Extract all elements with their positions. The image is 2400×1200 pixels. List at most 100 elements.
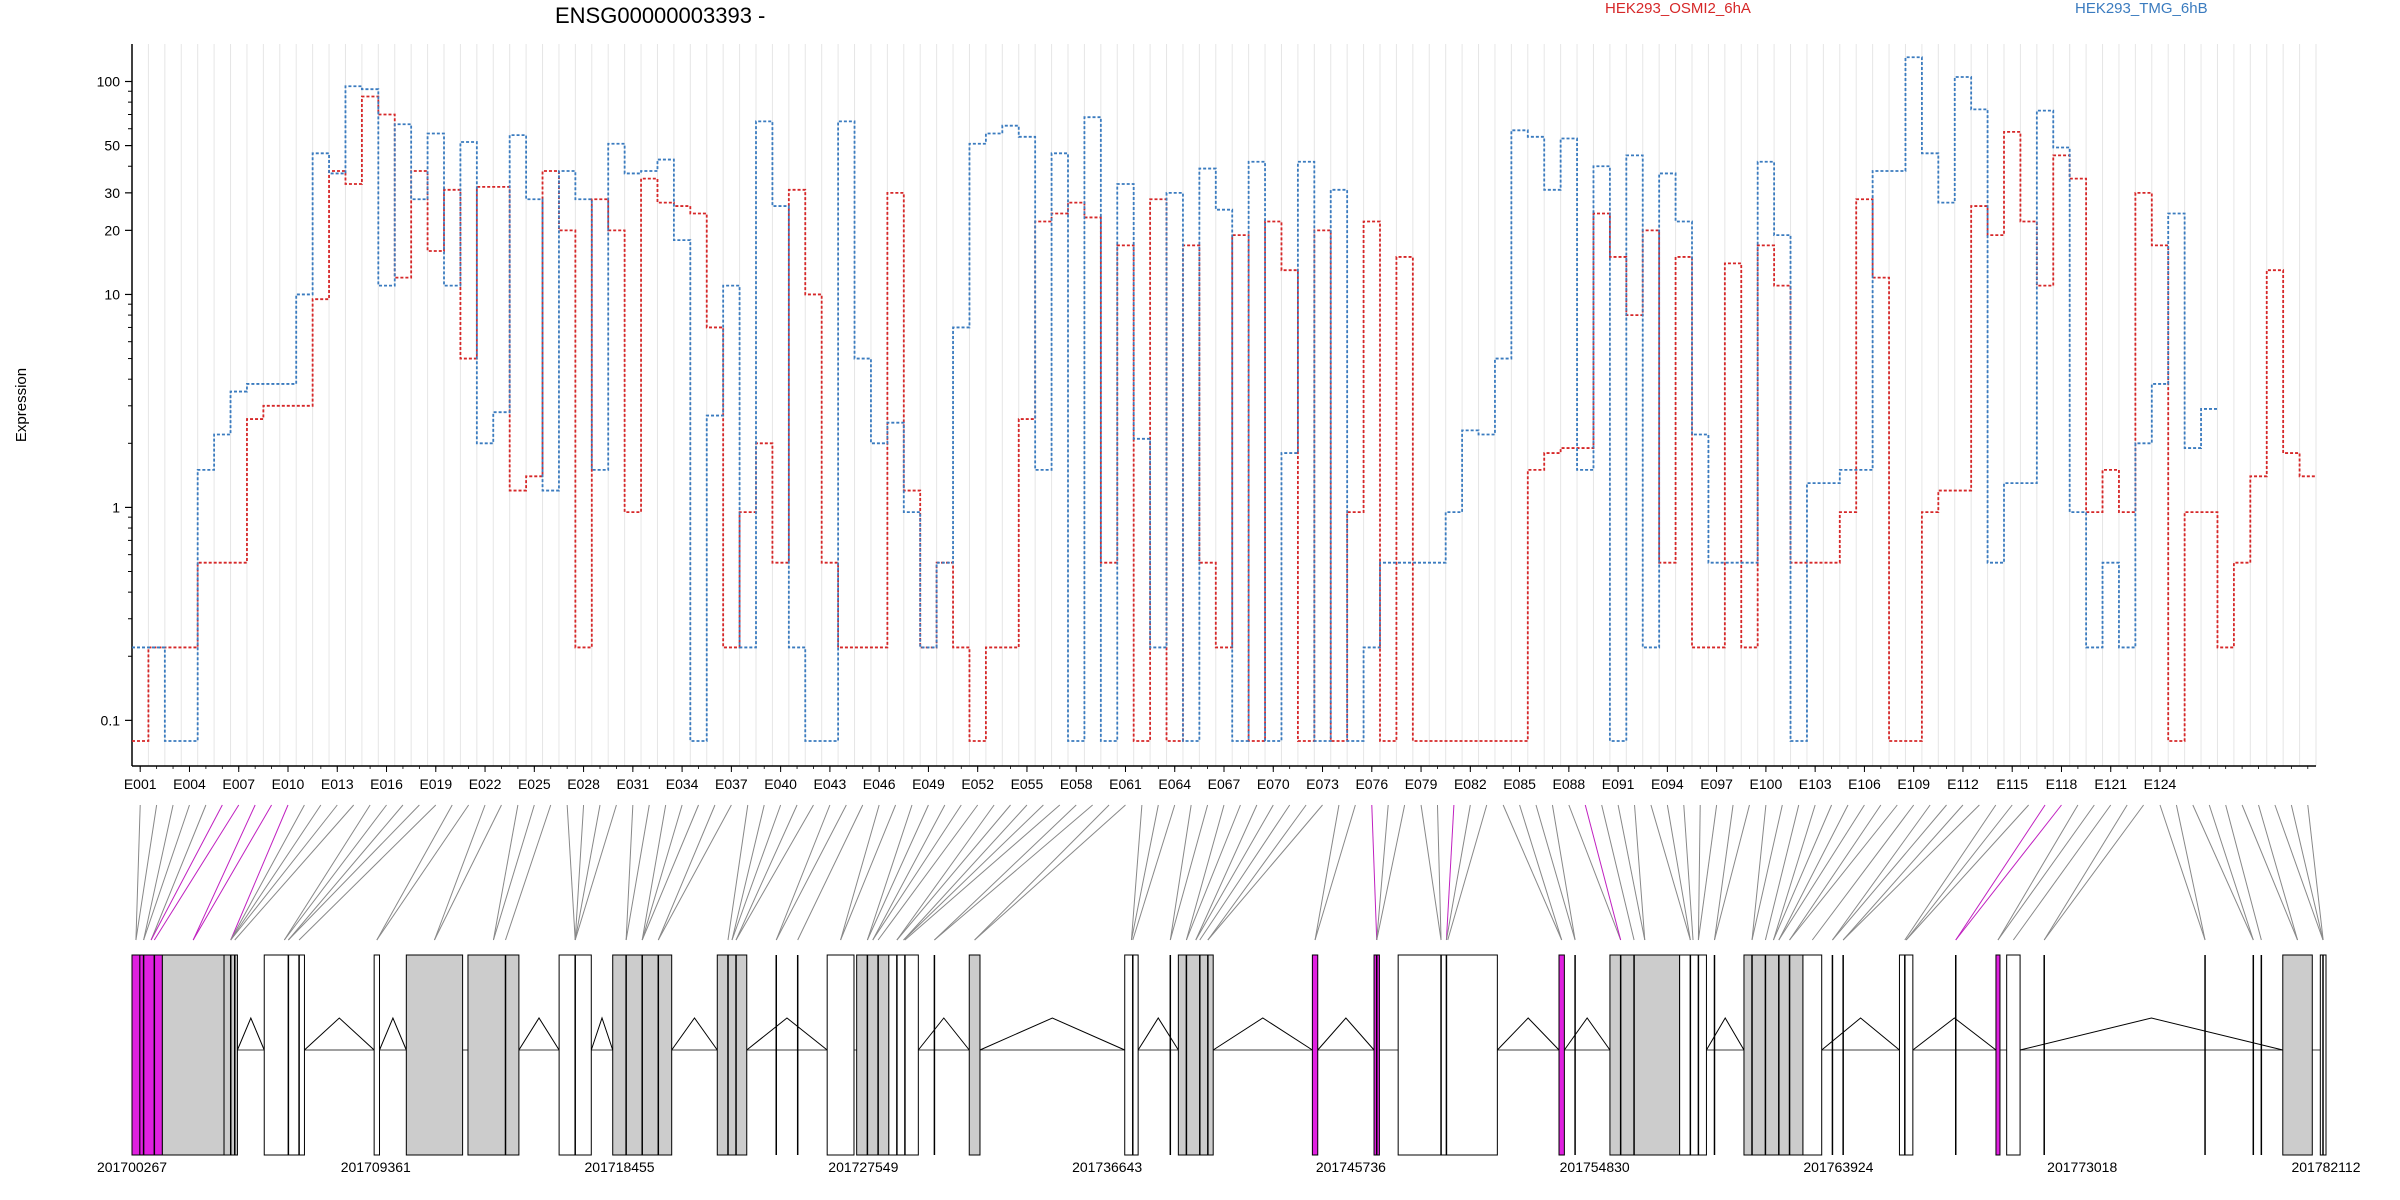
- exon-connector: [192, 804, 256, 941]
- exon-connector: [574, 804, 585, 941]
- exon-connector: [904, 804, 1061, 941]
- genomic-coordinate-axis: 201700267 201709361 201718455 201727549 2017…: [97, 1159, 2361, 1175]
- intron-chevron: [917, 1017, 970, 1051]
- exon-tick-label: E016: [370, 776, 403, 792]
- exon-connector: [2225, 804, 2262, 941]
- exon-tick-label: E031: [616, 776, 649, 792]
- exon-connector: [1130, 804, 1159, 941]
- intron-chevron: [1317, 1017, 1375, 1051]
- exon-connector: [934, 804, 1093, 941]
- exon-connector: [287, 804, 404, 941]
- intron-chevron: [2019, 1017, 2283, 1051]
- y-tick-label: 30: [104, 185, 120, 201]
- intron-chevron: [1912, 1017, 1997, 1051]
- exon-block: [826, 954, 855, 1156]
- genomic-tick-label: 201782112: [2291, 1159, 2360, 1175]
- exon-connector: [1697, 804, 1701, 941]
- exon-connector: [505, 804, 552, 941]
- exon-tick-label: E124: [2144, 776, 2177, 792]
- intron-chevron: [1137, 1017, 1179, 1051]
- exon-connector: [735, 804, 814, 941]
- chart-title: ENSG00000003393 -: [555, 3, 765, 28]
- legend-series-1: HEK293_OSMI2_6hA: [1605, 0, 1751, 17]
- exon-tick-label: E097: [1700, 776, 1733, 792]
- exon-connector: [153, 804, 240, 941]
- exon-connector: [376, 804, 470, 941]
- exon-tick-label: E034: [666, 776, 699, 792]
- exon-connector: [2274, 804, 2324, 941]
- exon-connector: [1420, 804, 1442, 941]
- y-tick-label: 100: [97, 73, 121, 89]
- intron-chevron: [746, 1017, 828, 1051]
- exon-block: [888, 954, 919, 1156]
- exon-connector: [872, 804, 946, 941]
- exon-connector: [143, 804, 190, 941]
- intron-chevron: [379, 1016, 407, 1051]
- axes: 0.1 1 10 20 30 50 100: [97, 44, 2316, 767]
- highlighted-exon-block: [1558, 954, 1565, 1156]
- exon-tick-label: E001: [124, 776, 157, 792]
- exon-connector: [574, 804, 601, 941]
- intron-chevron: [518, 1017, 560, 1051]
- exon-connector: [840, 804, 897, 941]
- exon-connector: [657, 804, 716, 941]
- exon-connector: [735, 804, 798, 941]
- exon-tick-label: E049: [912, 776, 945, 792]
- exon-connector: [1955, 804, 2046, 941]
- exon-connector: [866, 804, 929, 941]
- exon-connector: [135, 804, 158, 941]
- exon-connector: [1832, 804, 1931, 941]
- exon-connector: [2159, 804, 2206, 941]
- exon-connector: [192, 804, 273, 941]
- exon-connector: [2192, 804, 2254, 941]
- exon-connector: [2208, 804, 2254, 941]
- exon-connector: [1905, 804, 2030, 941]
- exon-tick-label: E091: [1602, 776, 1635, 792]
- exon-block: [1743, 954, 1804, 1156]
- exon-connector: [2175, 804, 2206, 941]
- exon-connector: [1634, 804, 1646, 941]
- exon-tick-label: E073: [1306, 776, 1339, 792]
- exon-connector: [2307, 804, 2324, 941]
- exon-connector: [230, 804, 305, 941]
- exon-connector: [1371, 804, 1378, 941]
- intron-chevron: [304, 1017, 375, 1051]
- exon-block: [1898, 954, 1914, 1156]
- exon-connector: [574, 804, 617, 941]
- exon-block: [968, 954, 981, 1156]
- exon-block: [1679, 954, 1707, 1156]
- exon-connector: [625, 804, 650, 941]
- y-axis-title: Expression: [13, 368, 30, 442]
- exon-tick-axis: E001 E004 E007 E010 E013 E016 E019 E022 E025 E028…: [124, 766, 2309, 792]
- exon-connector: [1842, 804, 1980, 941]
- exon-connector: [1751, 804, 1783, 941]
- exon-connector: [1195, 804, 1274, 941]
- exon-connector: [1185, 804, 1225, 941]
- y-tick-label: 20: [104, 222, 120, 238]
- exon-connector: [1584, 804, 1622, 941]
- exon-connector: [283, 804, 387, 941]
- exon-tick-label: E100: [1750, 776, 1783, 792]
- exon-connector: [143, 804, 174, 941]
- exon-connector: [1683, 804, 1694, 941]
- exon-connector: [230, 804, 338, 941]
- exon-block: [263, 954, 305, 1156]
- exon-connector: [566, 804, 576, 941]
- exon-connector: [1714, 804, 1750, 941]
- genomic-tick-label: 201718455: [585, 1159, 655, 1175]
- exon-connector: [1199, 804, 1291, 941]
- gene-model: [131, 954, 2327, 1156]
- exon-block: [405, 954, 464, 1156]
- exon-connector: [1713, 804, 1734, 941]
- exon-connector: [2043, 804, 2128, 941]
- exon-connector: [288, 804, 420, 941]
- exon-block: [1609, 954, 1681, 1156]
- intron-chevron: [1563, 1017, 1611, 1051]
- exon-tick-label: E019: [419, 776, 452, 792]
- exon-tick-label: E121: [2094, 776, 2127, 792]
- exon-connector: [657, 804, 732, 941]
- exon-tick-label: E028: [567, 776, 600, 792]
- exon-connector: [2241, 804, 2298, 941]
- exon-connector: [974, 804, 1110, 941]
- exon-tick-label: E103: [1799, 776, 1832, 792]
